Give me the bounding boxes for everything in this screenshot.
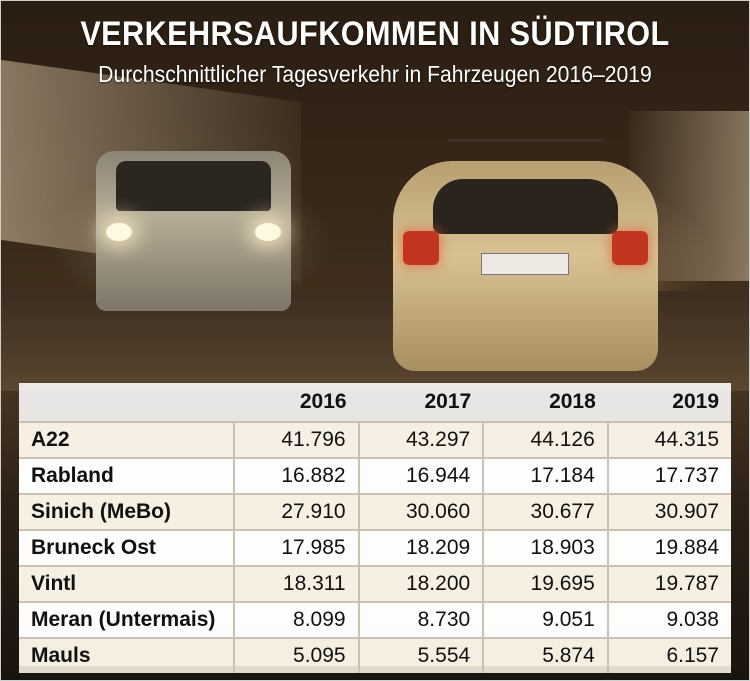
chart-title: VERKEHRSAUFKOMMEN IN SÜDTIROL	[80, 15, 670, 53]
row-label: Vintl	[19, 565, 234, 602]
header-cell-year: 2018	[549, 390, 596, 413]
table-cell: 9.051	[482, 601, 608, 638]
row-label: Mauls	[19, 637, 234, 673]
header-cell-year: 2016	[299, 390, 347, 413]
table-cell: 27.910	[233, 493, 359, 530]
row-label: Sinich (MeBo)	[19, 493, 234, 530]
table-row: Vintl 18.311 18.200 19.695 19.787	[19, 565, 731, 602]
table-row: Meran (Untermais) 8.099 8.730 9.051 9.03…	[19, 601, 731, 638]
row-label: A22	[19, 421, 234, 458]
table-header-row: 2016 2017 2018 2019	[19, 383, 731, 422]
rear-car	[393, 139, 658, 371]
table-cell: 43.297	[357, 421, 484, 458]
table-cell: 18.200	[357, 565, 484, 602]
table-cell: 9.038	[606, 601, 731, 638]
license-plate	[481, 253, 569, 275]
oncoming-car	[96, 151, 291, 311]
rear-window	[433, 179, 618, 234]
row-label: Bruneck Ost	[19, 529, 234, 566]
table-row: A22 41.796 43.297 44.126 44.315	[19, 421, 731, 458]
roof-rack	[448, 139, 603, 160]
table-cell: 19.695	[482, 565, 608, 602]
table-cell: 8.730	[357, 601, 484, 638]
table-cell: 17.985	[233, 529, 359, 566]
table-cell: 19.787	[606, 565, 731, 602]
headlight-right	[255, 223, 281, 241]
table-cell: 30.060	[357, 493, 484, 530]
table-cell: 16.882	[233, 457, 359, 494]
table-cell: 41.796	[233, 421, 359, 458]
table-row: Sinich (MeBo) 27.910 30.060 30.677 30.90…	[19, 493, 731, 530]
table-row: Bruneck Ost 17.985 18.209 18.903 19.884	[19, 529, 731, 566]
traffic-table: 2016 2017 2018 2019 A22 41.796 43.297 44…	[19, 383, 731, 673]
table-cell: 30.677	[482, 493, 608, 530]
table-row: Rabland 16.882 16.944 17.184 17.737	[19, 457, 731, 494]
chart-subtitle: Durchschnittlicher Tagesverkehr in Fahrz…	[98, 61, 652, 87]
traffic-table-panel: 2016 2017 2018 2019 A22 41.796 43.297 44…	[19, 383, 731, 673]
table-cell: 5.095	[233, 637, 359, 673]
table-cell: 44.126	[482, 421, 608, 458]
car-windshield	[116, 161, 271, 211]
headlight-left	[106, 223, 132, 241]
taillight-right	[612, 231, 648, 265]
table-cell: 16.944	[357, 457, 484, 494]
table-row: Mauls 5.095 5.554 5.874 6.157	[19, 637, 731, 673]
table-cell: 17.737	[606, 457, 731, 494]
table-cell: 5.874	[482, 637, 608, 673]
table-cell: 30.907	[606, 493, 731, 530]
table-cell: 18.311	[233, 565, 359, 602]
table-cell: 18.209	[357, 529, 484, 566]
taillight-left	[403, 231, 439, 265]
header-cell-year: 2019	[672, 390, 719, 413]
table-cell: 44.315	[606, 421, 731, 458]
table-cell: 18.903	[482, 529, 608, 566]
row-label: Meran (Untermais)	[19, 601, 234, 638]
table-cell: 19.884	[606, 529, 731, 566]
table-cell: 8.099	[233, 601, 359, 638]
header-cell-year: 2017	[424, 390, 472, 413]
table-cell: 5.554	[357, 637, 484, 673]
table-cell: 6.157	[606, 637, 731, 673]
header-cell-location	[19, 383, 234, 422]
row-label: Rabland	[19, 457, 234, 494]
table-cell: 17.184	[482, 457, 608, 494]
